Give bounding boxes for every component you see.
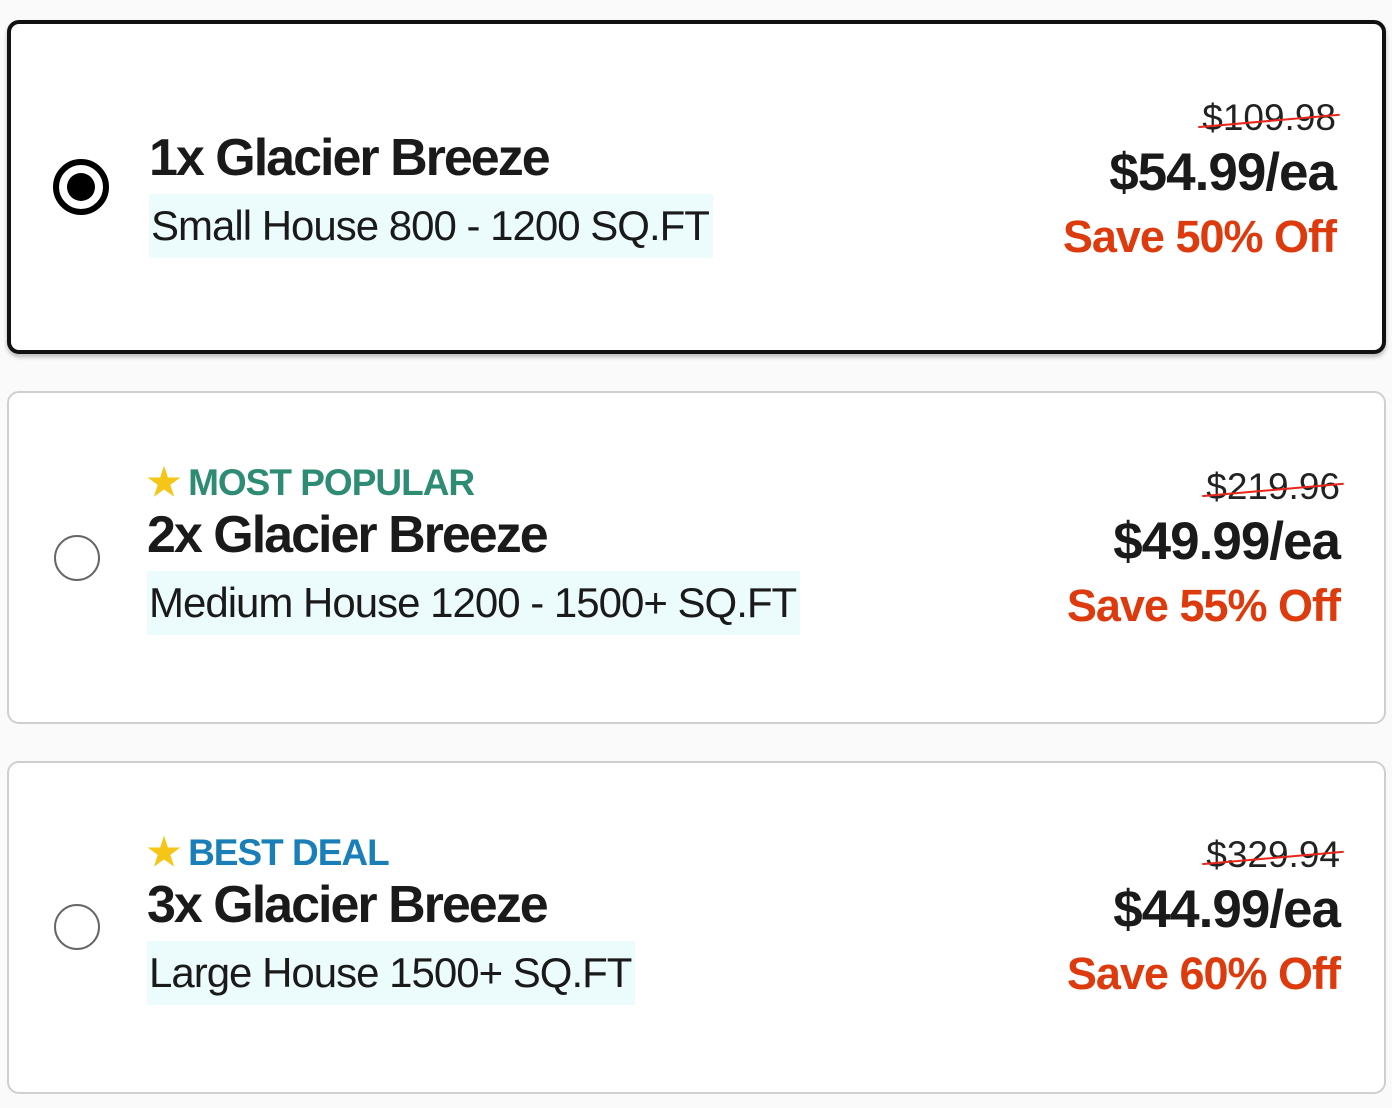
option-card-2x[interactable]: ★ MOST POPULAR 2x Glacier Breeze Medium … [7, 391, 1386, 724]
unit-price: $49.99/ea [1113, 512, 1341, 571]
option-subtitle: Small House 800 - 1200 SQ.FT [149, 194, 713, 258]
most-popular-badge: ★ MOST POPULAR [147, 461, 800, 505]
star-icon: ★ [147, 462, 181, 504]
radio-unselected[interactable] [54, 535, 100, 581]
savings-label: Save 50% Off [1062, 211, 1337, 262]
badge-label: BEST DEAL [188, 832, 390, 873]
badge-label: MOST POPULAR [188, 462, 475, 503]
star-icon: ★ [147, 832, 181, 874]
option-title: 1x Glacier Breeze [149, 129, 551, 187]
savings-label: Save 55% Off [1066, 580, 1341, 631]
original-price: $109.98 [1202, 97, 1336, 138]
savings-label: Save 60% Off [1066, 948, 1341, 999]
option-subtitle: Large House 1500+ SQ.FT [147, 941, 636, 1005]
unit-price: $44.99/ea [1113, 880, 1341, 939]
radio-selected[interactable] [53, 159, 109, 215]
option-card-3x[interactable]: ★ BEST DEAL 3x Glacier Breeze Large Hous… [7, 761, 1386, 1094]
original-price: $219.96 [1206, 466, 1340, 507]
radio-unselected[interactable] [54, 904, 100, 950]
option-title: 3x Glacier Breeze [147, 876, 549, 934]
option-card-1x[interactable]: 1x Glacier Breeze Small House 800 - 1200… [7, 20, 1386, 354]
original-price: $329.94 [1206, 834, 1340, 875]
option-title: 2x Glacier Breeze [147, 506, 549, 564]
unit-price: $54.99/ea [1109, 143, 1337, 202]
option-subtitle: Medium House 1200 - 1500+ SQ.FT [147, 571, 801, 635]
best-deal-badge: ★ BEST DEAL [147, 831, 635, 875]
